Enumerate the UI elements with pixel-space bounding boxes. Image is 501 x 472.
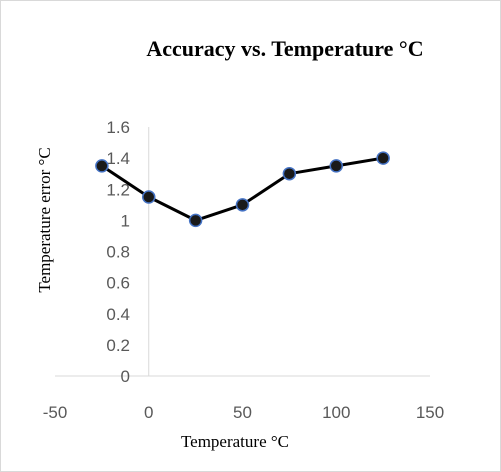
data-point bbox=[95, 159, 109, 173]
y-axis-title: Temperature error °C bbox=[35, 147, 54, 292]
x-tick-label: -50 bbox=[43, 403, 68, 422]
y-tick-label: 1.2 bbox=[106, 180, 130, 199]
y-tick-label: 0.8 bbox=[106, 243, 130, 262]
data-point bbox=[376, 151, 390, 165]
x-tick-label: 150 bbox=[416, 403, 444, 422]
x-tick-label: 50 bbox=[233, 403, 252, 422]
data-point bbox=[235, 198, 250, 212]
x-tick-label: 100 bbox=[322, 403, 350, 422]
y-tick-label: 0.4 bbox=[106, 305, 130, 324]
data-point bbox=[188, 213, 203, 228]
y-tick-label: 0.2 bbox=[106, 336, 130, 355]
x-axis-title: Temperature °C bbox=[181, 432, 289, 451]
data-point bbox=[282, 166, 297, 181]
x-tick-label: 0 bbox=[144, 403, 153, 422]
data-point bbox=[142, 190, 156, 204]
y-tick-label: 0 bbox=[121, 367, 130, 386]
y-tick-label: 1 bbox=[121, 211, 130, 230]
y-tick-label: 0.6 bbox=[106, 274, 130, 293]
chart-title: Accuracy vs. Temperature °C bbox=[146, 36, 423, 61]
data-point bbox=[329, 159, 343, 173]
y-tick-label: 1.6 bbox=[106, 118, 130, 137]
y-tick-label: 1.4 bbox=[106, 149, 130, 168]
